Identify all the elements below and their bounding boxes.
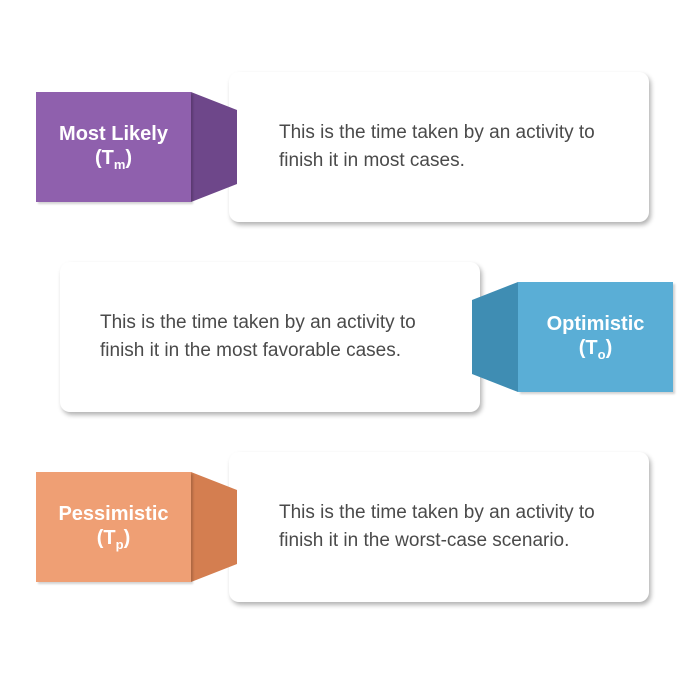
desc-pessimistic: This is the time taken by an activity to… xyxy=(229,452,649,602)
label-most-likely: Most Likely (Tm) xyxy=(36,92,191,202)
row-optimistic: This is the time taken by an activity to… xyxy=(60,262,673,412)
label-title: Pessimistic xyxy=(58,502,168,526)
label-title: Most Likely xyxy=(59,122,168,146)
desc-text: This is the time taken by an activity to… xyxy=(100,309,430,364)
desc-optimistic: This is the time taken by an activity to… xyxy=(60,262,480,412)
desc-text: This is the time taken by an activity to… xyxy=(279,499,609,554)
label-symbol: (To) xyxy=(579,336,613,363)
label-optimistic: Optimistic (To) xyxy=(518,282,673,392)
label-pessimistic: Pessimistic (Tp) xyxy=(36,472,191,582)
label-symbol: (Tp) xyxy=(97,526,131,553)
connector-pessimistic xyxy=(191,472,237,582)
connector-most-likely xyxy=(191,92,237,202)
label-title: Optimistic xyxy=(547,312,645,336)
diagram-canvas: Most Likely (Tm) This is the time taken … xyxy=(0,0,700,700)
desc-most-likely: This is the time taken by an activity to… xyxy=(229,72,649,222)
desc-text: This is the time taken by an activity to… xyxy=(279,119,609,174)
row-most-likely: Most Likely (Tm) This is the time taken … xyxy=(36,72,649,222)
row-pessimistic: Pessimistic (Tp) This is the time taken … xyxy=(36,452,649,602)
connector-optimistic xyxy=(472,282,518,392)
label-symbol: (Tm) xyxy=(95,146,132,173)
